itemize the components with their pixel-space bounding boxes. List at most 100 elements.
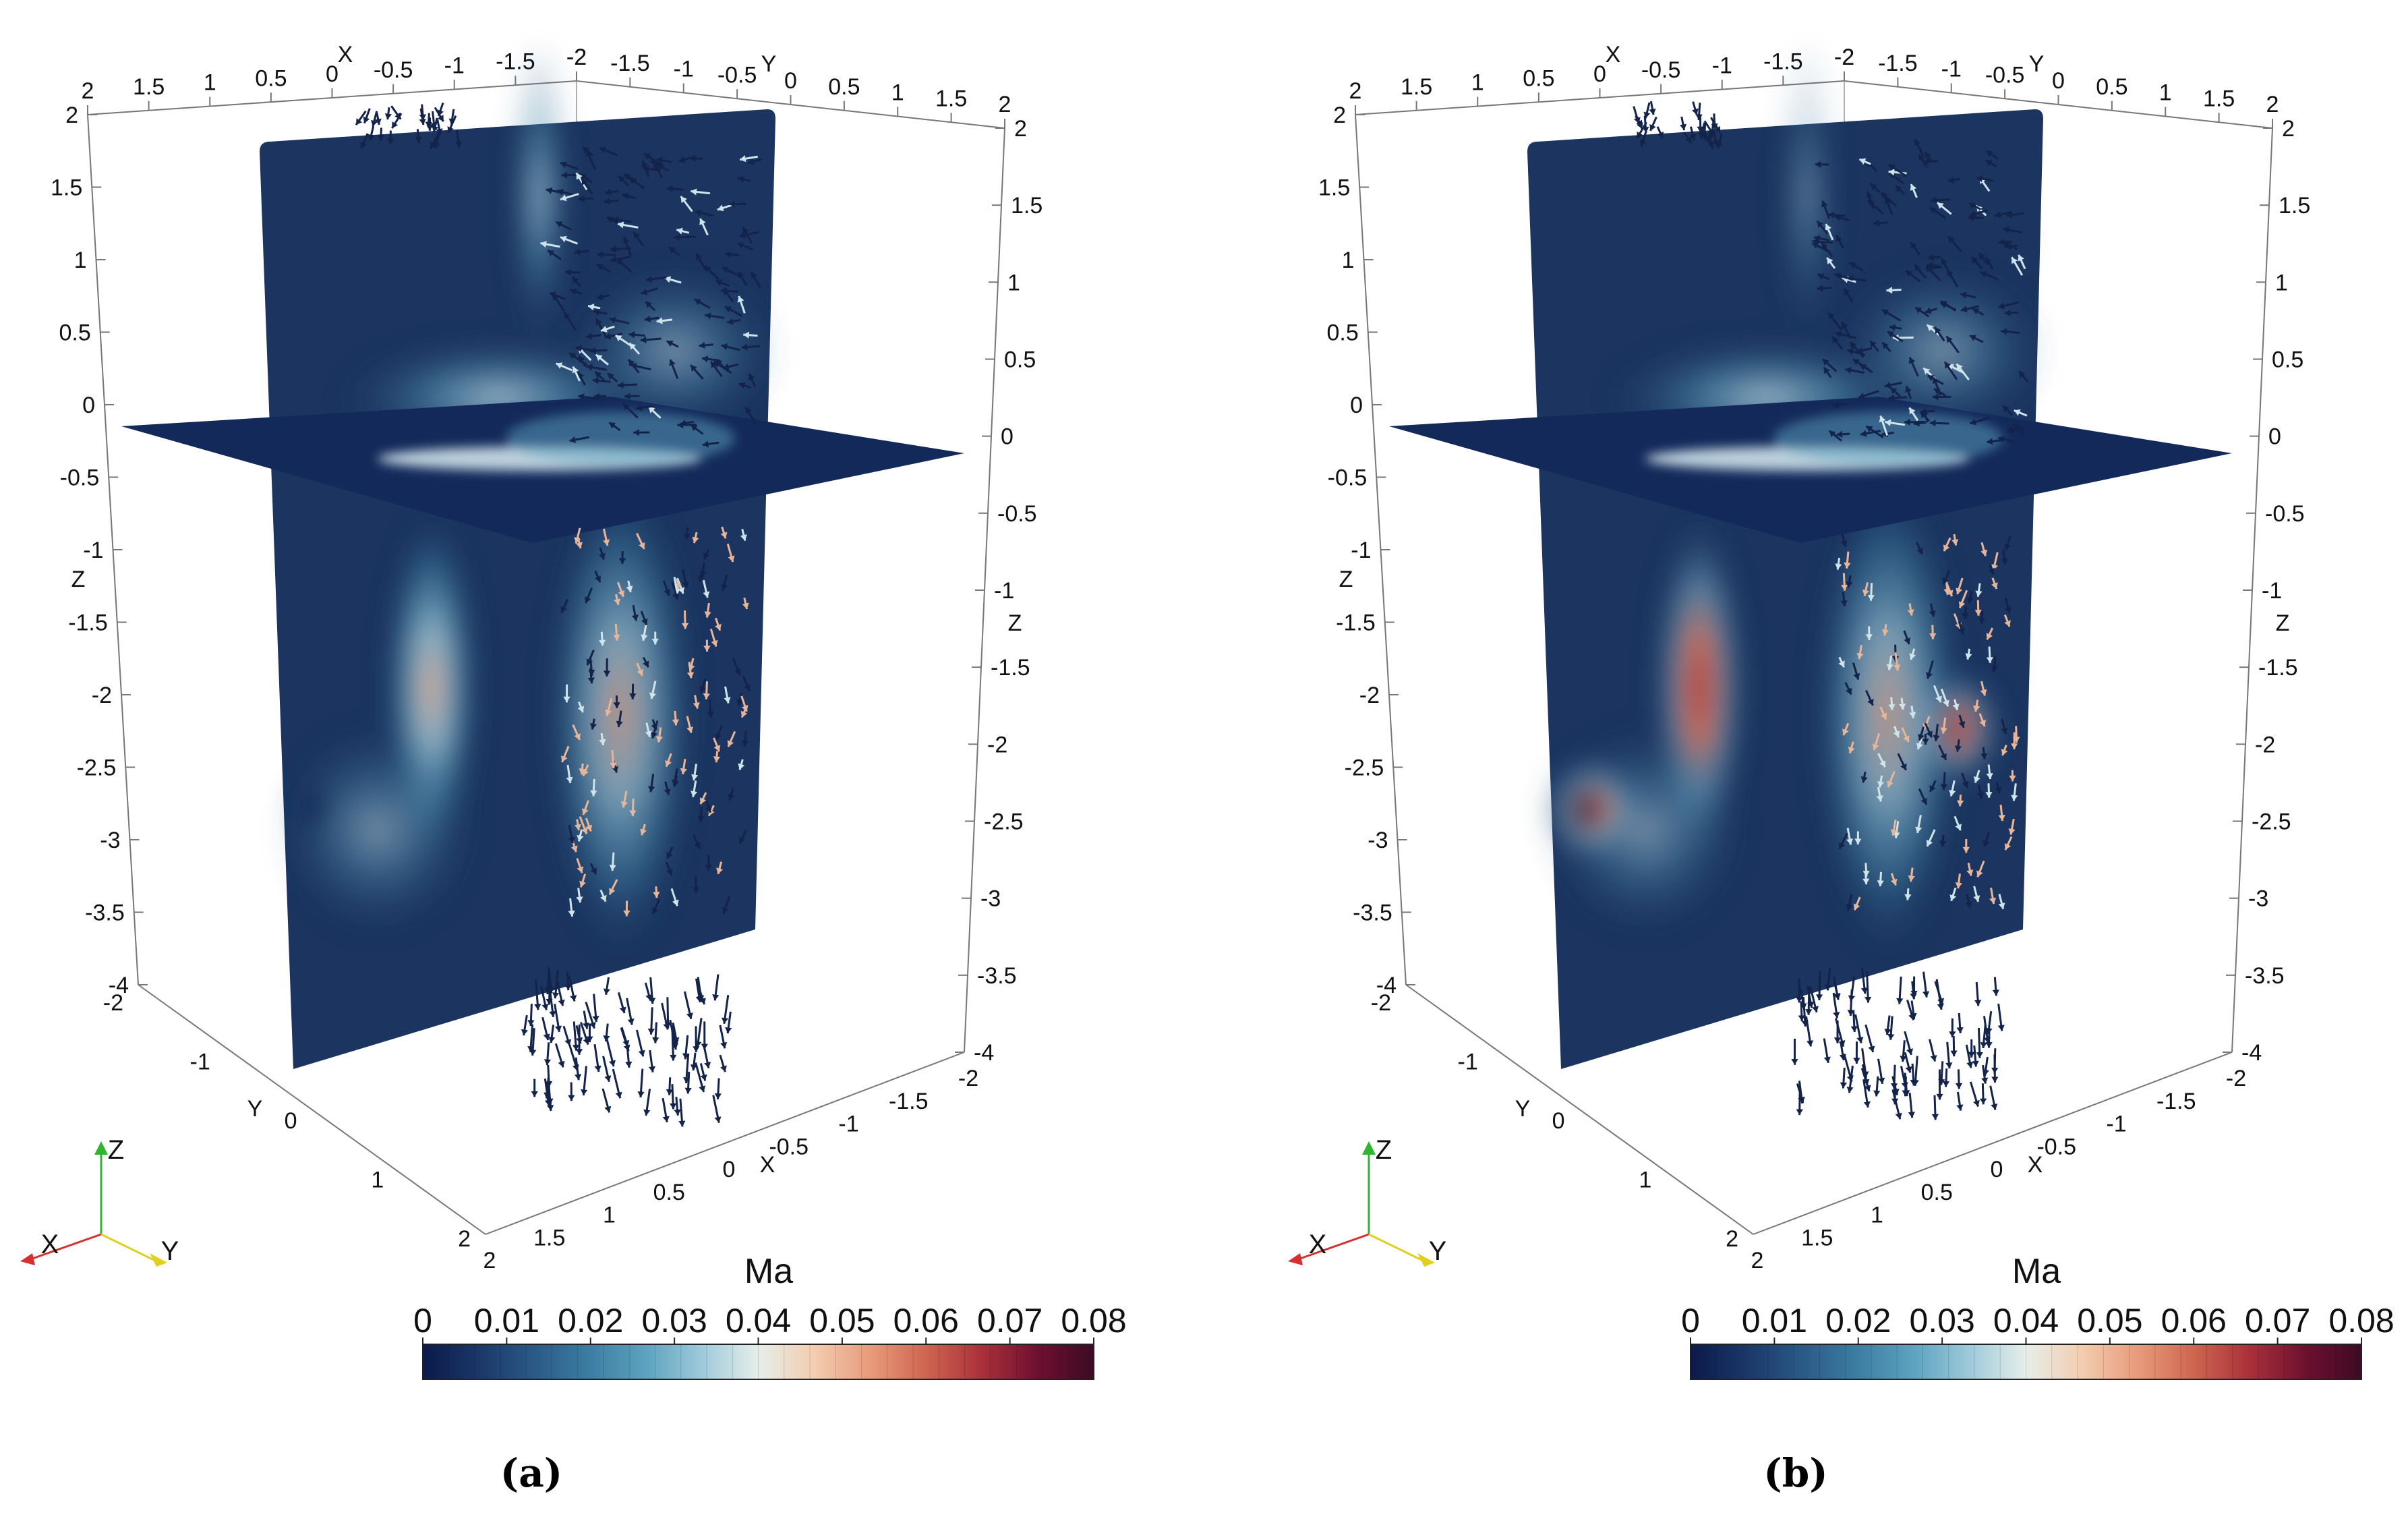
velocity-arrow-head xyxy=(701,1074,707,1081)
y-bottom-tick-label: -1 xyxy=(1458,1050,1478,1075)
velocity-arrow-head xyxy=(1816,994,1823,1000)
y-top-tick-label: 1 xyxy=(891,80,904,106)
y-bottom-tick-label: 2 xyxy=(1726,1226,1738,1252)
velocity-arrow-head xyxy=(715,1093,722,1099)
x-top-tick-label: 0 xyxy=(326,61,339,87)
x-top-tick-label: -0.5 xyxy=(1641,57,1681,83)
y-top-axis-name: Y xyxy=(2029,51,2045,77)
z-left-tick-label: -0.5 xyxy=(1328,465,1368,491)
y-top-tick-label: -2 xyxy=(1834,45,1854,70)
colorbar-title: Ma xyxy=(744,1252,793,1291)
y-top-tick-label: 2 xyxy=(999,92,1011,117)
colorbar-tick-label: 0.01 xyxy=(1742,1302,1807,1340)
velocity-arrow-head xyxy=(534,1004,541,1010)
velocity-arrow-head xyxy=(1932,1114,1939,1120)
velocity-arrow-head xyxy=(1906,1066,1912,1073)
z-left-tick-label: -2 xyxy=(92,683,112,708)
velocity-arrow-head xyxy=(1910,993,1916,999)
triad-x-label: X xyxy=(1309,1230,1327,1259)
z-left-tick-label: -2 xyxy=(1359,683,1380,708)
velocity-arrow-head xyxy=(637,1091,644,1097)
colorbar-tick-label: 0.02 xyxy=(1825,1302,1891,1340)
velocity-arrow-head xyxy=(652,1037,659,1043)
velocity-arrow-head xyxy=(1891,1099,1898,1105)
velocity-arrow-head xyxy=(547,1105,554,1111)
upper-jet xyxy=(1777,40,1838,351)
velocity-arrow-head xyxy=(1931,1055,1937,1062)
velocity-arrow-head xyxy=(1957,1027,1964,1033)
z-left-tick-label: 2 xyxy=(65,103,78,128)
velocity-arrow-head xyxy=(1840,1083,1847,1089)
z-right-tick-label: -1.5 xyxy=(2258,655,2298,681)
z-right-tick-label: -0.5 xyxy=(997,501,1037,527)
velocity-arrow-head xyxy=(531,1091,538,1097)
z-left-axis-name: Z xyxy=(71,567,86,592)
z-left-tick-label: 0 xyxy=(82,393,95,418)
velocity-arrow-head xyxy=(1945,1062,1952,1068)
y-bottom-tick-label: 2 xyxy=(458,1226,471,1252)
z-left-tick-label: -2.5 xyxy=(77,755,117,781)
bbox-edge xyxy=(1753,1052,2232,1234)
triad-x-arrowhead xyxy=(20,1253,35,1265)
z-left-tick-label: 1 xyxy=(1342,248,1355,273)
x-bottom-tick-label: -1 xyxy=(838,1112,858,1137)
colorbar-tick-label: 0.02 xyxy=(558,1302,623,1340)
x-bottom-tick-label: 2 xyxy=(1751,1248,1764,1273)
x-bottom-tick-label: 1 xyxy=(1871,1203,1883,1228)
y-top-tick-label: 0 xyxy=(784,68,797,94)
velocity-arrow-head xyxy=(1956,1083,1962,1089)
velocity-arrow-head xyxy=(604,1106,611,1113)
velocity-arrow-head xyxy=(426,125,433,131)
velocity-arrow-head xyxy=(712,994,719,1000)
colorbar-tick-label: 0.06 xyxy=(893,1302,959,1340)
y-top-tick-label: -0.5 xyxy=(1985,62,2025,88)
velocity-arrow-head xyxy=(1906,1048,1913,1055)
colorbar-tick-label: 0.08 xyxy=(1061,1302,1126,1340)
velocity-arrow-head xyxy=(385,113,392,119)
y-bottom-axis-name: Y xyxy=(247,1096,263,1122)
colorbar-tick-label: 0.05 xyxy=(809,1302,875,1340)
velocity-arrow-head xyxy=(1642,127,1649,133)
bbox-edge xyxy=(486,1052,964,1234)
y-top-tick-label: 1 xyxy=(2159,80,2172,106)
x-top-tick-label: 1.5 xyxy=(133,74,165,100)
x-bottom-tick-label: -1 xyxy=(2106,1112,2126,1137)
x-top-tick-label: 1.5 xyxy=(1401,74,1432,100)
velocity-arrow-head xyxy=(1796,1110,1803,1116)
z-left-tick-label: -3 xyxy=(1368,828,1388,853)
velocity-arrow-head xyxy=(686,1012,693,1019)
velocity-arrow-head xyxy=(1976,1052,1983,1058)
velocity-arrow-head xyxy=(1950,1051,1957,1057)
velocity-arrow-head xyxy=(581,1089,587,1095)
x-bottom-tick-label: 0 xyxy=(723,1157,736,1182)
colorbar-tick-label: 0.04 xyxy=(1993,1302,2059,1340)
velocity-arrow-head xyxy=(1851,1026,1858,1032)
velocity-arrow-head xyxy=(1887,1034,1894,1040)
y-top-axis-name: Y xyxy=(761,51,777,77)
y-top-tick-label: -2 xyxy=(566,45,587,70)
z-left-tick-label: -3 xyxy=(100,828,120,853)
dark-spot xyxy=(290,776,344,843)
z-right-tick-label: -3 xyxy=(980,886,1001,912)
x-top-tick-label: 0.5 xyxy=(255,65,287,91)
z-left-tick-label: -2.5 xyxy=(1345,755,1384,781)
z-left-tick-label: -3.5 xyxy=(1353,900,1392,926)
colorbar-tick-label: 0.01 xyxy=(474,1302,539,1340)
velocity-arrow-head xyxy=(552,992,559,998)
y-top-tick-label: -1 xyxy=(1941,57,1962,82)
y-bottom-tick-label: 1 xyxy=(371,1168,384,1193)
x-bottom-tick-label: -1.5 xyxy=(889,1089,929,1114)
x-top-tick-label: 0 xyxy=(1593,61,1606,87)
caption-a: (a) xyxy=(491,1450,572,1496)
colorbar-tick-label: 0.03 xyxy=(1909,1302,1974,1340)
x-bottom-tick-label: 1.5 xyxy=(1801,1225,1833,1251)
velocity-arrow-head xyxy=(684,1088,691,1094)
velocity-arrow-head xyxy=(1991,1068,1998,1074)
z-right-tick-label: 1.5 xyxy=(2279,193,2310,219)
velocity-arrow-head xyxy=(575,1074,581,1080)
